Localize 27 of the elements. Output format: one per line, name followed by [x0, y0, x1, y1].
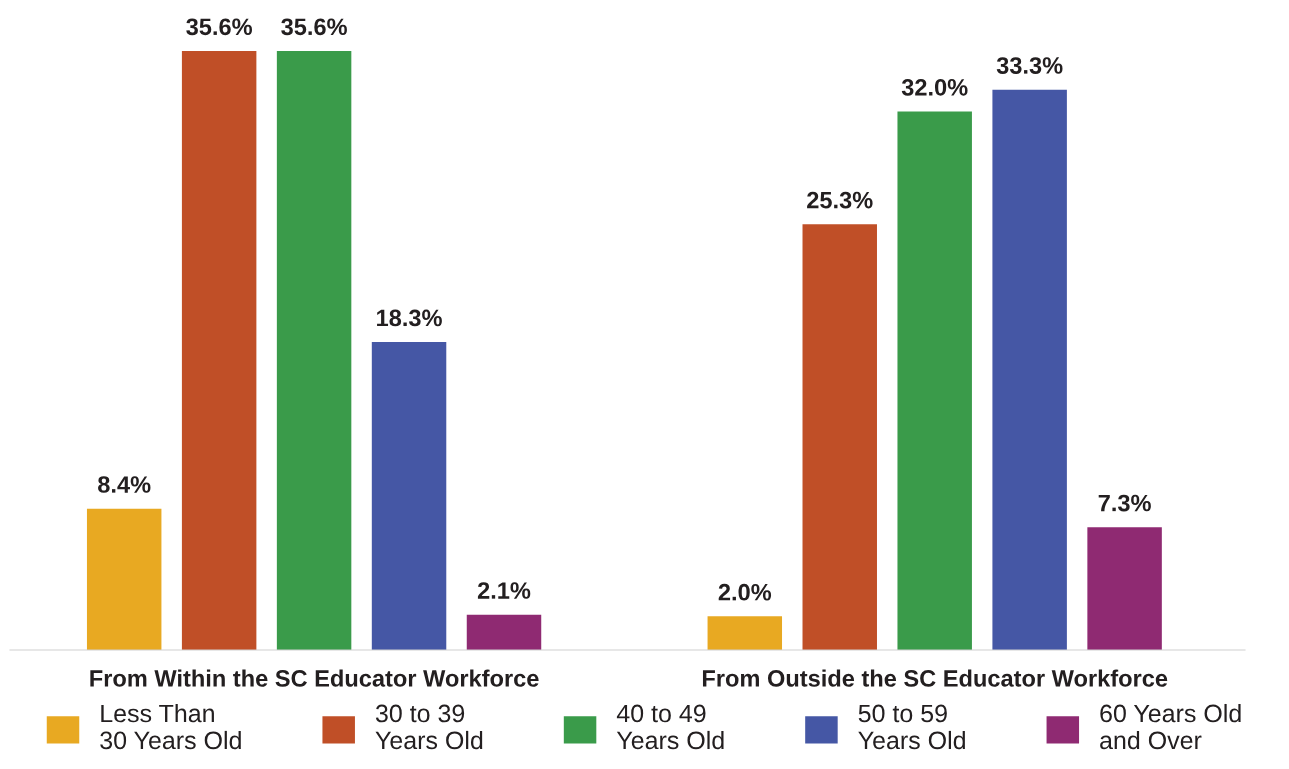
x-tick-label: From Within the SC Educator Workforce [90, 669, 539, 687]
data-label: 7.3% [1098, 494, 1151, 512]
data-label: 35.6% [281, 18, 347, 36]
data-label: 32.0% [901, 79, 968, 96]
bar [86, 508, 162, 650]
legend-label: 60 Years Old and Over [1100, 703, 1241, 750]
x-tick-label: From Outside the SC Educator Workforce [702, 669, 1168, 687]
bar [992, 89, 1067, 650]
bar [276, 50, 352, 650]
data-label: 35.6% [186, 18, 252, 36]
bar [466, 614, 542, 650]
data-label: 25.3% [807, 191, 873, 209]
bar [1087, 527, 1162, 650]
legend-label: Less Than 30 Years Old [100, 703, 241, 750]
data-label: 2.0% [718, 583, 772, 601]
bar [181, 50, 257, 650]
legend-label: 40 to 49 Years Old [616, 704, 724, 750]
bar [897, 111, 972, 650]
data-label: 18.3% [377, 309, 442, 327]
bar [371, 342, 447, 650]
bar [802, 224, 877, 650]
data-label: 8.4% [98, 476, 151, 493]
bar [707, 616, 783, 650]
legend-label: 50 to 59 Years Old [858, 704, 965, 750]
data-label: 2.1% [477, 582, 531, 599]
data-label: 33.3% [996, 57, 1063, 74]
legend-label: 30 to 39 Years Old [375, 704, 483, 750]
